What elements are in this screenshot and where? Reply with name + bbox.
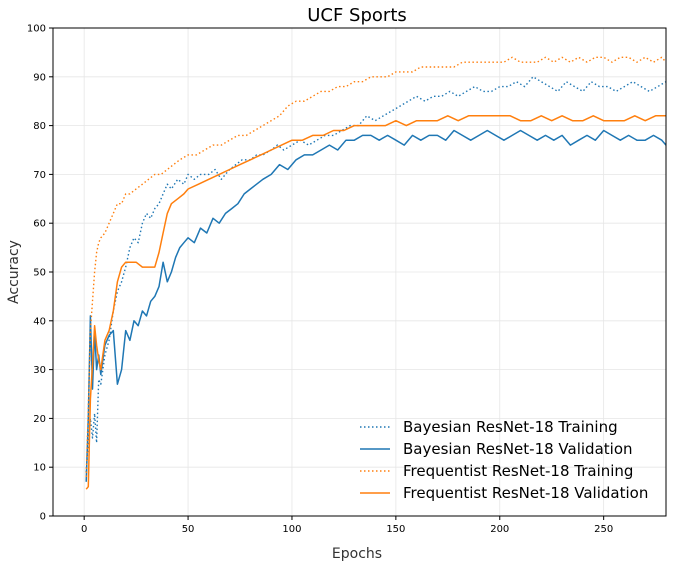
y-tick-label: 0 (40, 512, 46, 523)
y-tick-label: 20 (33, 414, 46, 425)
y-tick-label: 50 (33, 268, 46, 279)
series-group (85, 56, 666, 490)
x-tick-label: 50 (182, 524, 195, 535)
x-tick-label: 0 (81, 524, 87, 535)
y-tick-label: 40 (33, 316, 46, 327)
legend: Bayesian ResNet-18 Training Bayesian ResN… (360, 418, 648, 502)
x-tick-label: 250 (594, 524, 613, 535)
series-line-2 (85, 129, 666, 482)
y-tick-label: 90 (33, 72, 46, 83)
y-tick-label: 100 (27, 24, 46, 35)
x-axis-title: Epochs (332, 546, 382, 562)
y-tick-label: 80 (33, 121, 46, 132)
legend-label-2: Bayesian ResNet-18 Validation (403, 440, 633, 458)
series-line-1 (85, 76, 666, 473)
x-tick-label: 150 (386, 524, 405, 535)
y-tick-label: 30 (33, 365, 46, 376)
legend-label-1: Bayesian ResNet-18 Training (403, 418, 618, 436)
legend-label-4: Frequentist ResNet-18 Validation (403, 484, 648, 502)
y-axis-title: Accuracy (6, 240, 22, 304)
y-tick-label: 60 (33, 219, 46, 230)
series-layer (85, 56, 666, 490)
axis-ticks: 0 50 100 150 200 250 0 10 20 30 40 50 60 70 80 90 100 (27, 24, 613, 536)
y-tick-label: 10 (33, 463, 46, 474)
y-tick-label: 70 (33, 170, 46, 181)
chart-title: UCF Sports (307, 5, 407, 26)
series-line-4 (85, 115, 666, 490)
x-tick-label: 200 (490, 524, 509, 535)
x-tick-label: 100 (282, 524, 301, 535)
legend-label-3: Frequentist ResNet-18 Training (403, 462, 633, 480)
